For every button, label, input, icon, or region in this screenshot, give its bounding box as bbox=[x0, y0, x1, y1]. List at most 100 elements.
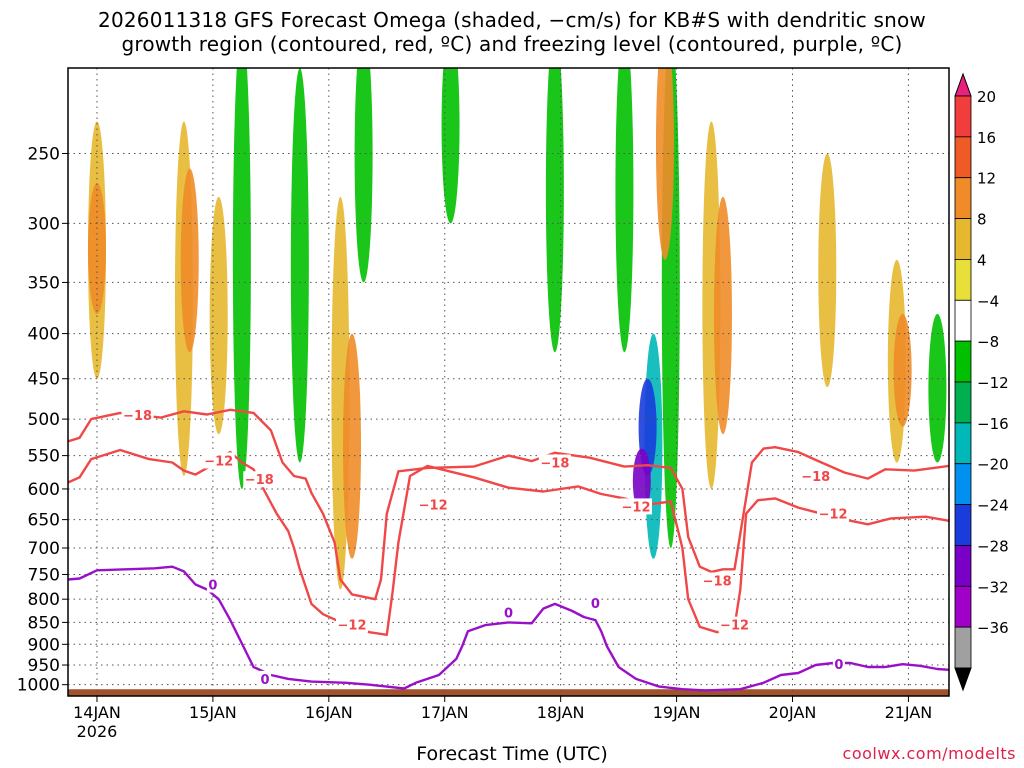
y-tick-label-300: 300 bbox=[28, 214, 60, 234]
terrain-fill bbox=[68, 689, 949, 696]
y-tick-label-850: 850 bbox=[28, 613, 60, 633]
x-tick-label-21JAN: 21JAN bbox=[885, 703, 933, 722]
colorbar-bin-4 bbox=[954, 218, 972, 260]
colorbar: 20 16 12 8 4 −4 −8 −12 −16 −20 −24 −28 −32 −36 bbox=[954, 72, 1009, 692]
colorbar-bin-9 bbox=[954, 422, 972, 465]
contour-label-7: −18 bbox=[703, 575, 732, 590]
omega-feature-3 bbox=[180, 168, 199, 353]
colorbar-label-5: −4 bbox=[977, 292, 999, 310]
colorbar-bin-2 bbox=[954, 136, 972, 179]
y-tick-label-650: 650 bbox=[28, 511, 60, 531]
colorbar-label-7: −12 bbox=[977, 374, 1009, 392]
contour-label-2: −18 bbox=[245, 473, 274, 488]
contour-2 bbox=[68, 565, 949, 692]
colorbar-bin-6 bbox=[954, 299, 972, 342]
colorbar-label-6: −8 bbox=[977, 333, 999, 351]
colorbar-label-13: −36 bbox=[977, 619, 1009, 637]
colorbar-label-9: −20 bbox=[977, 456, 1009, 474]
y-tick-label-1000: 1000 bbox=[17, 676, 60, 696]
y-tick-label-400: 400 bbox=[28, 325, 60, 345]
colorbar-label-2: 12 bbox=[977, 170, 996, 188]
omega-shading bbox=[68, 28, 949, 696]
plot-frame bbox=[67, 67, 950, 697]
colorbar-label-4: 4 bbox=[977, 251, 987, 269]
y-axis: 2503003504004505005506006507007508008509… bbox=[17, 144, 68, 696]
omega-feature-10 bbox=[441, 68, 460, 224]
colorbar-bin-14 bbox=[954, 626, 972, 669]
omega-feature-12 bbox=[615, 68, 634, 353]
colorbar-label-0: 20 bbox=[977, 88, 996, 106]
omega-feature-17 bbox=[655, 68, 674, 260]
y-tick-label-450: 450 bbox=[28, 370, 60, 390]
x-tick-label-18JAN: 18JAN bbox=[537, 703, 585, 722]
colorbar-label-3: 8 bbox=[977, 211, 987, 229]
contour-label-5: −18 bbox=[540, 457, 569, 472]
y-tick-label-350: 350 bbox=[28, 273, 60, 293]
contour-label-9: −18 bbox=[801, 470, 830, 485]
contour-label-3: −12 bbox=[338, 619, 367, 634]
colorbar-bottom-triangle bbox=[954, 667, 972, 692]
omega-feature-24 bbox=[928, 313, 947, 463]
colorbar-bin-1 bbox=[954, 95, 972, 138]
contour-label-4: −12 bbox=[419, 499, 448, 514]
contour-label-0: −18 bbox=[123, 409, 152, 424]
omega-feature-9 bbox=[354, 68, 373, 283]
colorbar-label-10: −24 bbox=[977, 497, 1009, 515]
omega-feature-8 bbox=[343, 333, 362, 559]
contour-label-14: 0 bbox=[591, 597, 600, 612]
omega-feature-6 bbox=[290, 68, 309, 463]
contour-0 bbox=[68, 408, 949, 601]
omega-feature-23 bbox=[893, 313, 912, 427]
omega-feature-1 bbox=[87, 182, 106, 314]
colorbar-bin-12 bbox=[954, 545, 972, 587]
chart-title-line-2: growth region (contoured, red, ºC) and f… bbox=[121, 32, 903, 56]
y-tick-label-500: 500 bbox=[28, 410, 60, 430]
credit-text: coolwx.com/modelts bbox=[842, 744, 1016, 763]
colorbar-bin-11 bbox=[954, 504, 972, 546]
colorbar-top-triangle bbox=[954, 72, 972, 97]
omega-feature-18 bbox=[656, 28, 674, 68]
contour-label-11: 0 bbox=[208, 579, 217, 594]
colorbar-label-12: −32 bbox=[977, 578, 1009, 596]
y-tick-label-950: 950 bbox=[28, 656, 60, 676]
y-tick-label-550: 550 bbox=[28, 447, 60, 467]
x-tick-label-19JAN: 19JAN bbox=[653, 703, 701, 722]
y-tick-label-750: 750 bbox=[28, 565, 60, 585]
y-tick-label-800: 800 bbox=[28, 590, 60, 610]
colorbar-bin-10 bbox=[954, 463, 972, 505]
contour-label-15: 0 bbox=[834, 658, 843, 673]
contour-label-13: 0 bbox=[504, 606, 513, 621]
colorbar-bin-5 bbox=[954, 259, 972, 301]
omega-feature-11 bbox=[545, 68, 564, 353]
x-tick-label-15JAN: 15JAN bbox=[189, 703, 237, 722]
y-tick-label-700: 700 bbox=[28, 539, 60, 559]
y-tick-label-250: 250 bbox=[28, 144, 60, 164]
x-tick-label-17JAN: 17JAN bbox=[421, 703, 469, 722]
x-axis-label: Forecast Time (UTC) bbox=[416, 743, 608, 765]
colorbar-label-1: 16 bbox=[977, 129, 996, 147]
x-tick-label-20JAN: 20JAN bbox=[769, 703, 817, 722]
grid-lines bbox=[68, 68, 949, 696]
chart-title-line-1: 2026011318 GFS Forecast Omega (shaded, −… bbox=[98, 8, 926, 32]
y-tick-label-900: 900 bbox=[28, 635, 60, 655]
contour-label-8: −12 bbox=[720, 619, 749, 634]
contour-label-12: 0 bbox=[261, 673, 270, 688]
omega-feature-4 bbox=[209, 196, 228, 435]
omega-feature-21 bbox=[818, 153, 837, 388]
colorbar-bin-13 bbox=[954, 585, 972, 628]
colorbar-label-8: −16 bbox=[977, 415, 1009, 433]
colorbar-label-11: −28 bbox=[977, 537, 1009, 555]
omega-feature-5 bbox=[232, 68, 251, 489]
y-tick-label-600: 600 bbox=[28, 480, 60, 500]
contour-label-10: −12 bbox=[819, 508, 848, 523]
contours: −18 −12 −18 −12 −12 −18 −12 −18 −12 −18 −12 0 0 0 0 0 bbox=[68, 407, 949, 692]
x-tick-label-16JAN: 16JAN bbox=[305, 703, 353, 722]
contour-label-1: −12 bbox=[204, 454, 233, 469]
omega-feature-19 bbox=[702, 121, 721, 489]
omega-feature-20 bbox=[713, 196, 732, 435]
x-tick-sublabel: 2026 bbox=[77, 722, 118, 741]
colorbar-bin-8 bbox=[954, 381, 972, 424]
contour-label-6: −12 bbox=[622, 500, 651, 515]
